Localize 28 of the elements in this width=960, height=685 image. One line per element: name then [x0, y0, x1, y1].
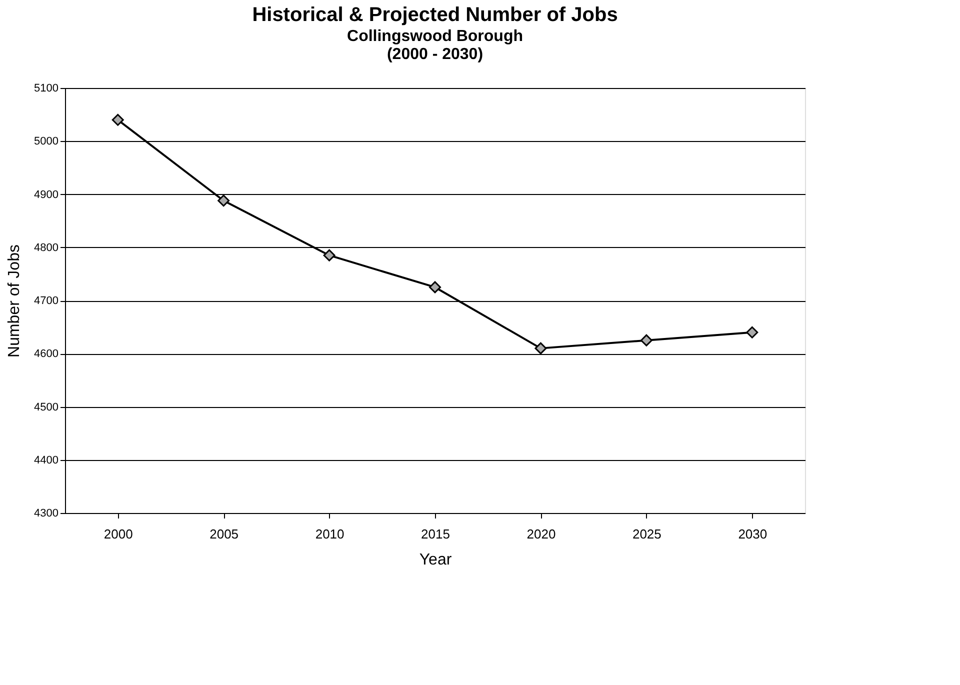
x-tick-label: 2030 [738, 526, 768, 542]
x-tick-label: 2020 [526, 526, 556, 542]
point [323, 249, 336, 262]
text: Collingswood Borough [347, 28, 523, 45]
x-tick-label: 2000 [104, 526, 133, 542]
point [112, 114, 124, 126]
x-axis-title: Year [419, 552, 452, 568]
point [746, 326, 758, 338]
y-tick-label: 4900 [34, 188, 58, 201]
y-tick-label: 4300 [34, 508, 58, 520]
point [534, 342, 547, 354]
chart-title: Historical & Projected Number of Jobs [252, 4, 618, 26]
x-tick-label: 2005 [210, 526, 239, 542]
y-tick-label: 4800 [34, 242, 58, 254]
point [640, 334, 652, 346]
text: (2000 - 2030) [386, 46, 484, 63]
y-tick-label: 5100 [34, 82, 58, 94]
y-tick-label: 4600 [34, 348, 58, 360]
y-tick-label: 4400 [34, 454, 58, 466]
x-tick-label: 2015 [421, 526, 450, 542]
point [429, 281, 441, 294]
point [218, 194, 230, 207]
y-tick-label: 4700 [34, 295, 58, 307]
x-tick-label: 2010 [315, 526, 344, 542]
y-tick-label: 4500 [34, 401, 58, 414]
y-axis-title: Number of Jobs [6, 244, 24, 358]
x-tick-label: 2025 [632, 526, 662, 542]
y-tick-label: 5000 [34, 136, 58, 148]
